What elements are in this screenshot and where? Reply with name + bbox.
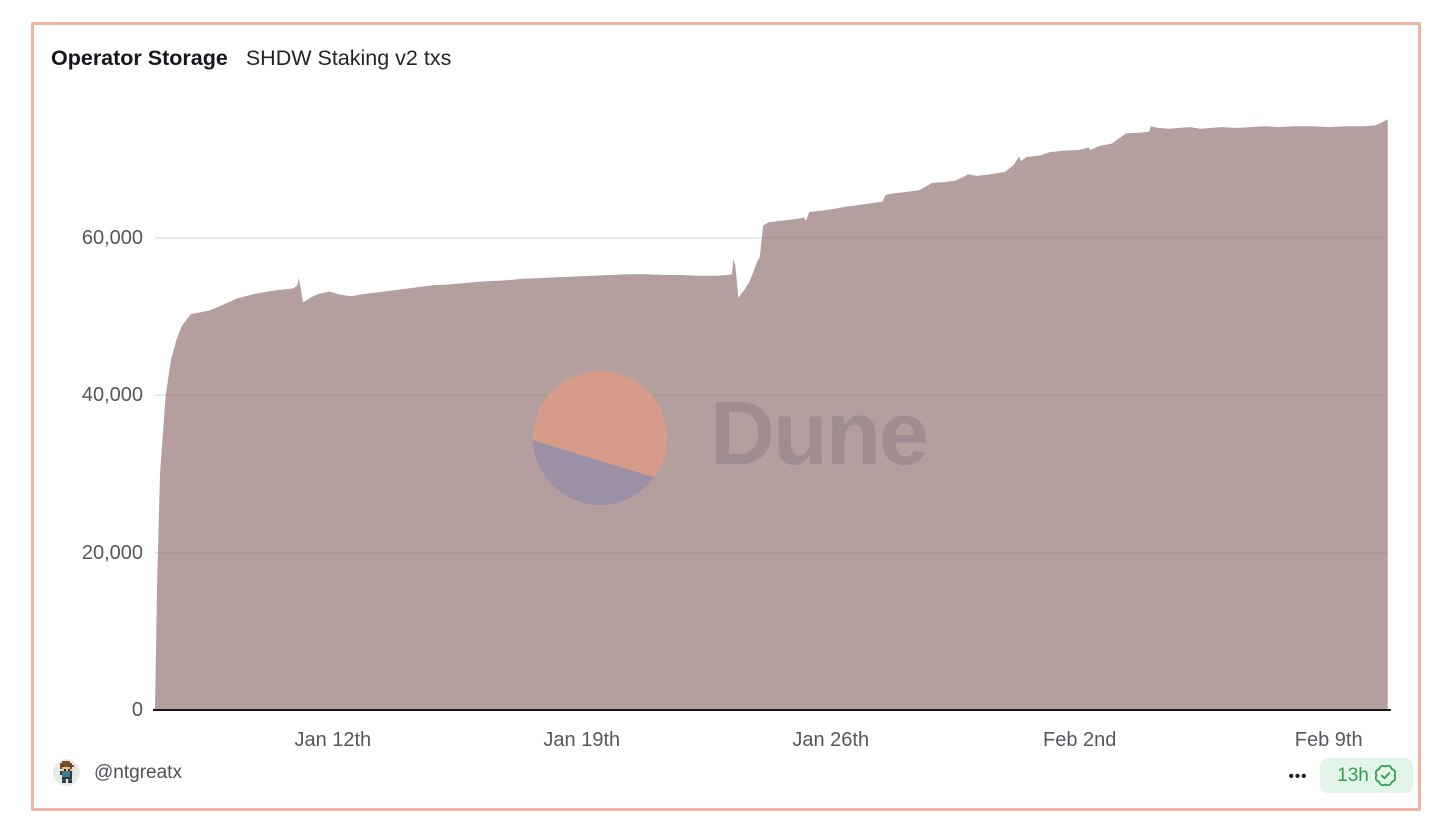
chart-title: Operator Storage [51, 46, 228, 70]
x-tick-label: Jan 26th [792, 729, 870, 751]
area-chart-svg[interactable] [155, 103, 1388, 710]
avatar[interactable] [53, 759, 80, 786]
x-tick-label: Feb 9th [1294, 729, 1363, 751]
more-options-button[interactable]: ••• [1288, 768, 1308, 785]
dune-logo-icon [533, 371, 667, 505]
dune-watermark-text: Dune [710, 384, 929, 484]
avatar-pixel-art [56, 761, 58, 763]
freshness-badge[interactable]: 13h [1320, 758, 1413, 793]
footer-author: @ntgreatx [53, 759, 182, 786]
card-header: Operator Storage SHDW Staking v2 txs [51, 46, 451, 71]
x-tick-label: Jan 12th [294, 729, 372, 751]
x-axis-line [153, 709, 1391, 711]
badge-age-label: 13h [1337, 764, 1369, 786]
y-tick-label: 20,000 [81, 541, 143, 564]
y-tick-label: 60,000 [81, 227, 143, 249]
chart-subtitle: SHDW Staking v2 txs [245, 46, 452, 70]
y-tick-label: 40,000 [81, 384, 143, 407]
plot-area: Dune 0 20,000 40,000 60,000 Jan 12th Jan 19t… [34, 25, 1418, 808]
x-tick-label: Jan 19th [543, 729, 621, 751]
chart-card: Operator Storage SHDW Staking v2 txs Dun… [31, 22, 1421, 811]
author-handle[interactable]: @ntgreatx [94, 761, 182, 783]
y-tick-label: 0 [131, 699, 143, 721]
verified-icon [1374, 765, 1396, 786]
area-path[interactable] [155, 119, 1388, 710]
x-tick-label: Feb 2nd [1043, 729, 1117, 751]
